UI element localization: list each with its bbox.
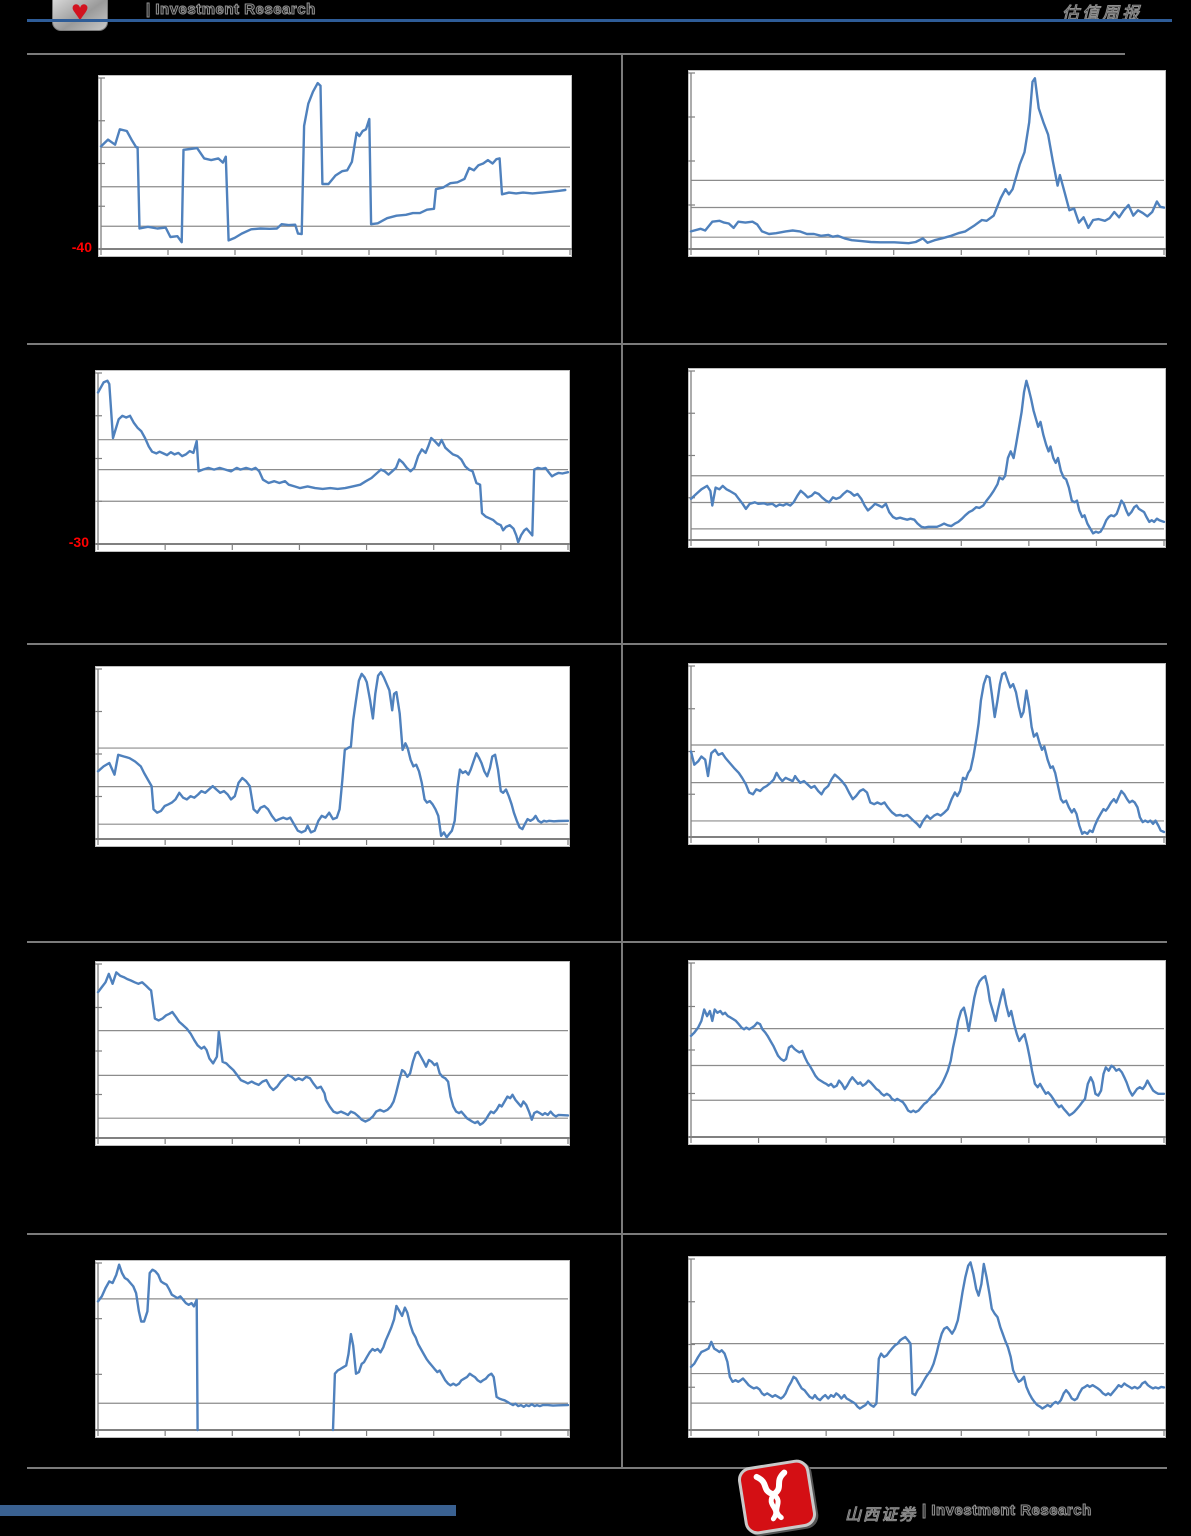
- header-brand-text: | Investment Research: [146, 1, 316, 19]
- chart-row3-right: [688, 663, 1166, 845]
- column-divider: [621, 54, 623, 1468]
- row-divider-3: [27, 941, 1167, 943]
- footer-brand-en: | Investment Research: [922, 1502, 1092, 1520]
- chart-row5-left: [95, 1260, 570, 1438]
- broker-logo-icon: ♥: [52, 0, 108, 31]
- footer-divider: [27, 1467, 1167, 1469]
- heart-icon: ♥: [71, 0, 89, 28]
- knot-icon: [753, 1469, 788, 1522]
- header-rule-blue: [27, 19, 1172, 22]
- row-divider-1: [27, 343, 1167, 345]
- chart-row2-right: [688, 368, 1166, 548]
- chart-row2-left: [95, 370, 570, 552]
- chart-row1-left: [98, 75, 572, 257]
- chart-row3-left: [95, 666, 570, 847]
- y-axis-min-label-row1-left: -40: [71, 239, 92, 255]
- row-divider-2: [27, 643, 1167, 645]
- chart-row4-right: [688, 960, 1166, 1145]
- y-axis-min-label-row2-left: -30: [68, 534, 89, 550]
- chart-row4-left: [95, 961, 570, 1146]
- chart-row5-right: [688, 1256, 1166, 1438]
- footer-logo-icon: [736, 1457, 818, 1536]
- row-divider-4: [27, 1233, 1167, 1235]
- footer-blue-bar: [0, 1505, 456, 1516]
- footer-brand-cn: 山西证券: [844, 1505, 918, 1525]
- chart-row1-right: [688, 70, 1166, 257]
- header-rule-gray: [27, 53, 1125, 55]
